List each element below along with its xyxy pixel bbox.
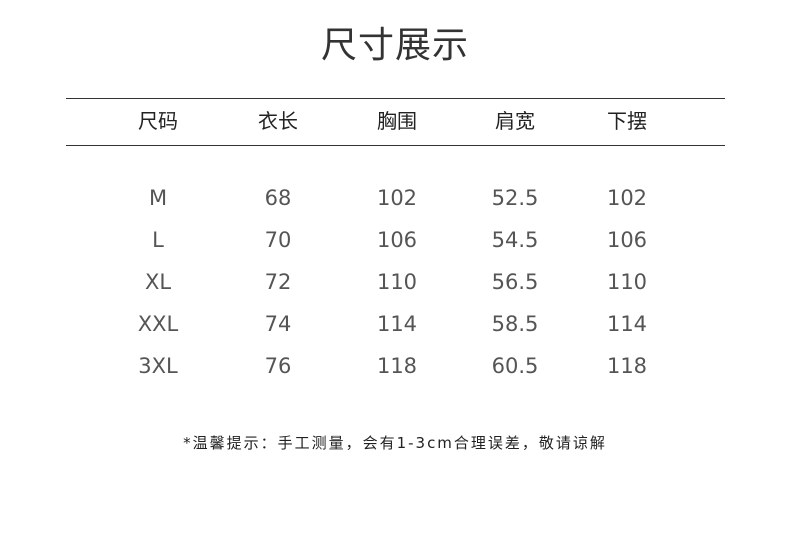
table-top-divider bbox=[66, 98, 725, 99]
page-title: 尺寸展示 bbox=[320, 25, 469, 66]
table-cell: 70 bbox=[264, 228, 292, 252]
table-row: 3XL 76 118 60.5 118 bbox=[0, 351, 790, 381]
table-cell: 3XL bbox=[138, 354, 178, 378]
table-cell: 114 bbox=[376, 312, 418, 336]
table-cell: M bbox=[148, 186, 168, 210]
table-cell: XL bbox=[144, 270, 172, 294]
column-header: 衣长 bbox=[258, 109, 298, 133]
header-bottom-divider bbox=[66, 145, 725, 146]
table-cell: 52.5 bbox=[491, 186, 539, 210]
table-cell: 58.5 bbox=[491, 312, 539, 336]
table-cell: 102 bbox=[376, 186, 418, 210]
table-cell: 76 bbox=[264, 354, 292, 378]
table-cell: 118 bbox=[606, 354, 648, 378]
table-cell: L bbox=[152, 228, 164, 252]
table-header: 尺码 衣长 胸围 肩宽 下摆 bbox=[0, 106, 790, 136]
table-cell: 56.5 bbox=[491, 270, 539, 294]
table-cell: 114 bbox=[606, 312, 648, 336]
column-header: 尺码 bbox=[138, 109, 178, 133]
table-cell: 102 bbox=[606, 186, 648, 210]
table-cell: XXL bbox=[137, 312, 179, 336]
table-row: L 70 106 54.5 106 bbox=[0, 225, 790, 255]
table-cell: 110 bbox=[376, 270, 418, 294]
table-row: XXL 74 114 58.5 114 bbox=[0, 309, 790, 339]
table-cell: 106 bbox=[376, 228, 418, 252]
table-cell: 68 bbox=[264, 186, 292, 210]
table-cell: 60.5 bbox=[491, 354, 539, 378]
column-header: 胸围 bbox=[377, 109, 417, 133]
column-header: 肩宽 bbox=[495, 109, 535, 133]
table-row: M 68 102 52.5 102 bbox=[0, 183, 790, 213]
table-cell: 74 bbox=[264, 312, 292, 336]
column-header: 下摆 bbox=[607, 109, 647, 133]
table-row: XL 72 110 56.5 110 bbox=[0, 267, 790, 297]
table-cell: 106 bbox=[606, 228, 648, 252]
table-cell: 72 bbox=[264, 270, 292, 294]
table-cell: 54.5 bbox=[491, 228, 539, 252]
table-cell: 110 bbox=[606, 270, 648, 294]
table-cell: 118 bbox=[376, 354, 418, 378]
measurement-note: *温馨提示：手工测量，会有1-3cm合理误差，敬请谅解 bbox=[183, 434, 607, 452]
